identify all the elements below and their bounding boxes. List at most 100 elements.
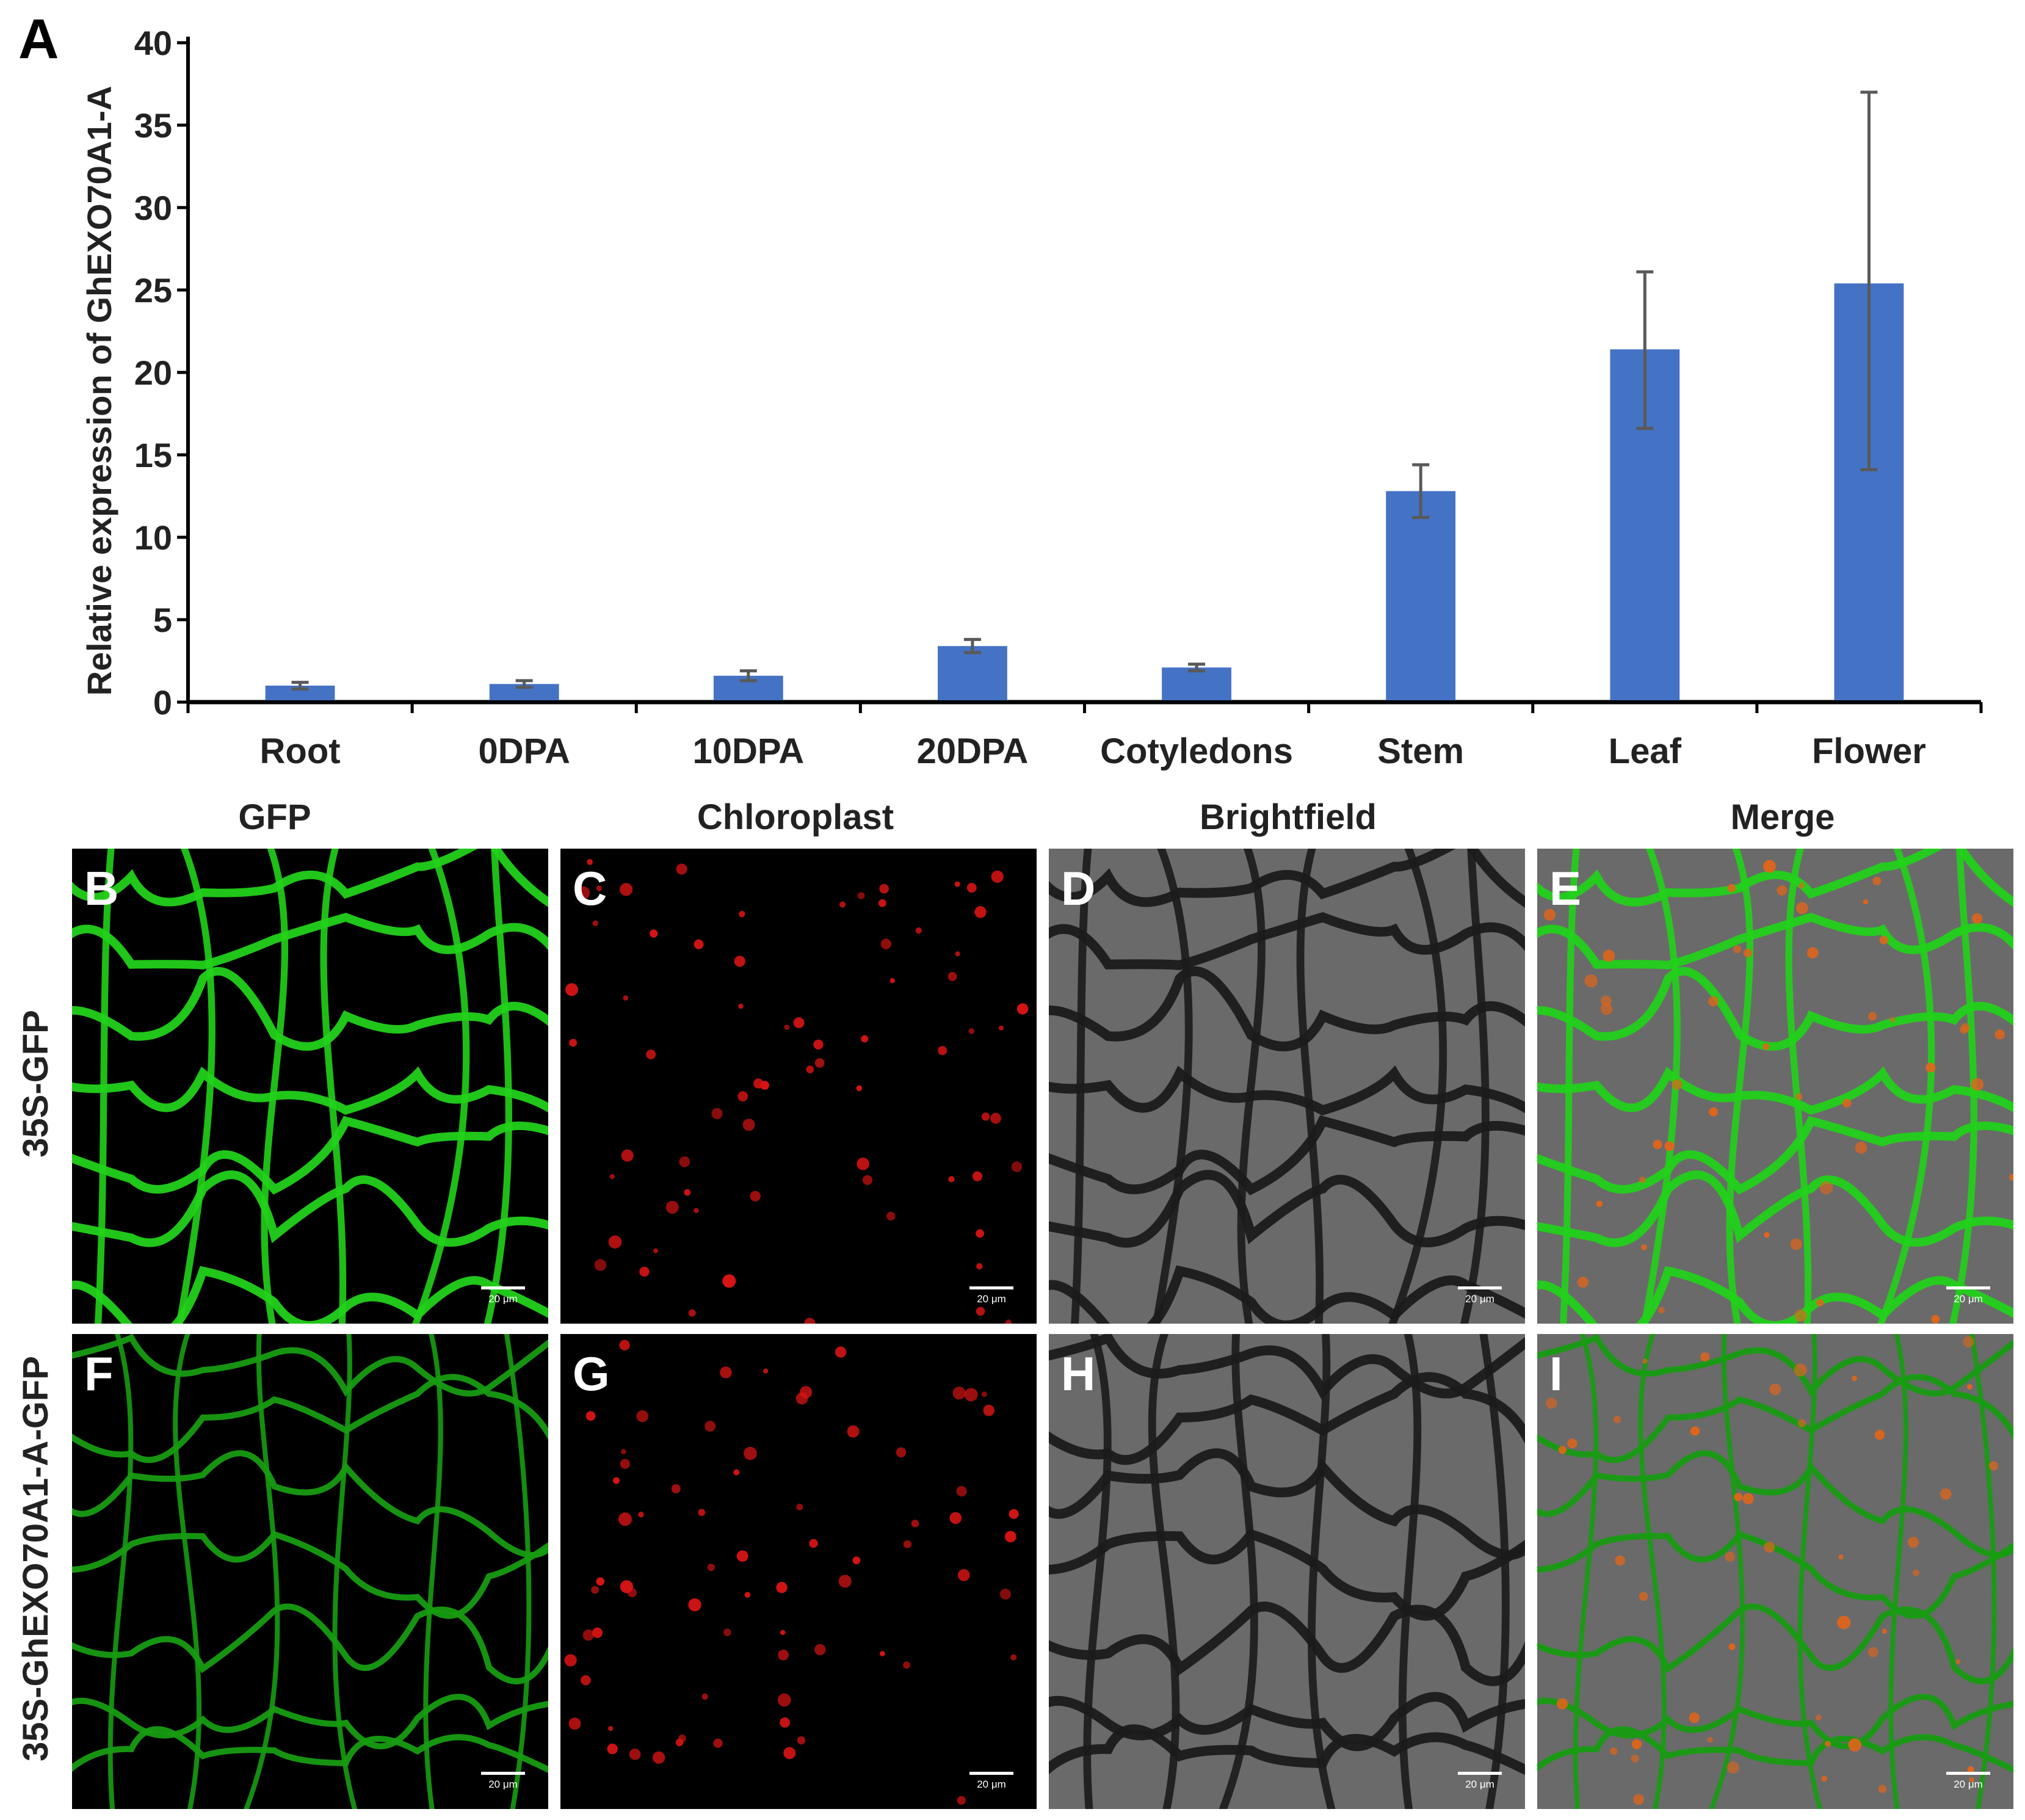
cell-outline (261, 849, 288, 1324)
chloroplast-dot (1728, 1643, 1736, 1650)
chloroplast-dot (814, 1058, 825, 1068)
chloroplast-dot (1969, 1777, 1974, 1783)
cell-outline (1388, 849, 1447, 1324)
chloroplast-dot (915, 927, 922, 934)
cell-outline (1537, 1531, 2013, 1619)
chloroplast-dot (1733, 945, 1742, 954)
cell-outline (411, 849, 470, 1324)
brightfield-background (1049, 849, 1525, 1324)
chloroplast-dot (1807, 947, 1819, 959)
chloroplast-dot (857, 1157, 869, 1170)
cell-outline (1296, 849, 1324, 1324)
chloroplast-dot (797, 1736, 806, 1745)
cell-outline (1083, 1334, 1112, 1809)
cell-outline (1537, 1450, 2013, 1558)
chloroplast-dot (1689, 1712, 1700, 1724)
chloroplast-dot (619, 1340, 630, 1350)
chloroplast-dot (1658, 1307, 1665, 1314)
expression-bar-chart: A Relative expression of GhEXO70A1-A 0 5 1… (18, 8, 1983, 771)
chloroplast-dot (1601, 995, 1612, 1007)
micrograph-c: C 20 μm (560, 849, 1037, 1324)
panel-letter: F (84, 1347, 114, 1401)
chloroplast-dot (1794, 1309, 1807, 1322)
chloroplast-dot (1777, 885, 1788, 896)
chloroplast-dot (795, 1392, 808, 1405)
y-tick-label: 30 (134, 189, 172, 227)
chloroplast-dot (734, 955, 745, 967)
chloroplast-dot (763, 1368, 769, 1374)
chloroplast-dot (1889, 1017, 1896, 1023)
chloroplast-dot (1848, 1738, 1862, 1752)
chloroplast-dot (694, 1208, 699, 1214)
chloroplast-dot (621, 1449, 626, 1455)
chloroplast-dot (1558, 1446, 1567, 1454)
chloroplast-dot (1631, 1739, 1642, 1749)
chloroplast-dot (1913, 1569, 1920, 1576)
chloroplast-dot (1955, 1659, 1961, 1664)
chloroplast-dot (1963, 1336, 1974, 1347)
y-tick-label: 35 (134, 106, 172, 145)
chloroplast-dot (613, 1477, 620, 1484)
error-bars (291, 90, 1878, 691)
chloroplast-dot (778, 1649, 789, 1661)
chloroplast-dot (1816, 1299, 1824, 1307)
chloroplast-dot (1672, 1079, 1683, 1090)
chloroplast-dot (1639, 1176, 1646, 1183)
chloroplast-dot (1610, 1747, 1618, 1755)
x-tick-label: 10DPA (692, 731, 804, 771)
merge-image (1537, 849, 2013, 1324)
chloroplast-dot (972, 1171, 982, 1181)
chloroplast-dot (856, 1085, 863, 1092)
chloroplast-dot (737, 1091, 748, 1102)
cell-outline (1638, 1334, 1667, 1809)
cell-outline (1049, 1448, 1525, 1560)
y-tick-label: 25 (134, 271, 172, 310)
chloroplast-dot (784, 1024, 790, 1030)
chloroplast-dot (1764, 1232, 1770, 1238)
chloroplast-dot (591, 1586, 600, 1594)
x-tick-label: Root (260, 731, 341, 771)
chloroplast-dot (1011, 1161, 1023, 1172)
cell-outline (1537, 1170, 2013, 1247)
column-header-chloroplast: Chloroplast (697, 797, 894, 837)
chloroplast-dot (796, 1503, 803, 1510)
brightfield-image (1049, 1334, 1525, 1809)
chloroplast-dot (713, 1738, 723, 1748)
micrograph-e: E 20 μm (1537, 849, 2013, 1324)
cell-outline (72, 1115, 548, 1195)
chloroplast-dot (1855, 1142, 1867, 1154)
bar-series (265, 283, 1904, 700)
cell-outline (72, 1726, 548, 1773)
x-tick-label: Flower (1812, 731, 1926, 771)
scale-bar-label: 20 μm (1465, 1778, 1494, 1790)
chloroplast-dot (1842, 1098, 1852, 1108)
chloroplast-dot (623, 995, 629, 1001)
chloroplast-dot (1907, 1536, 1919, 1548)
chloroplast-dot (592, 920, 598, 926)
chloroplast-dot (983, 1404, 995, 1416)
chloroplast-dot (968, 1028, 975, 1034)
chloroplast-image (565, 859, 1029, 1324)
cell-outline (1148, 1334, 1180, 1809)
chloroplast-dot (879, 883, 889, 894)
chloroplast-dot (1762, 1043, 1770, 1050)
chloroplast-dot (976, 1229, 984, 1238)
chloroplast-dot (742, 1118, 755, 1131)
chloroplast-dot (733, 1469, 740, 1476)
chloroplast-dot (1700, 1352, 1710, 1362)
cell-outline (1888, 1334, 1908, 1809)
x-tick-label: Stem (1377, 731, 1464, 771)
scale-bar-label: 20 μm (1954, 1293, 1983, 1305)
chloroplast-dot (1653, 1139, 1662, 1150)
chloroplast-dot (838, 1575, 852, 1588)
cell-outline (72, 1531, 548, 1619)
chloroplast-dot (991, 870, 1004, 883)
chloroplast-dot (698, 1509, 706, 1517)
chloroplast-dot (999, 1589, 1011, 1600)
chloroplast-dot (1825, 1741, 1831, 1747)
chloroplast-dot (576, 886, 590, 900)
cell-outline (107, 1334, 134, 1809)
chloroplast-dot (564, 1654, 577, 1667)
cell-outline (72, 913, 548, 970)
chloroplast-dot (639, 1266, 650, 1277)
